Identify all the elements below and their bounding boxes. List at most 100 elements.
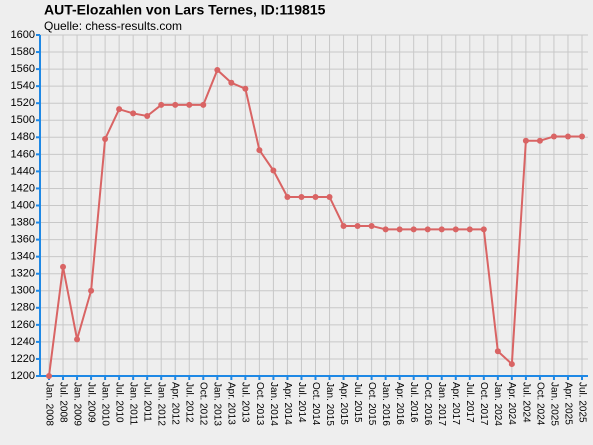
y-tick-label: 1340	[11, 251, 35, 263]
y-tick-label: 1220	[11, 353, 35, 365]
point	[116, 106, 123, 113]
point	[452, 226, 459, 233]
point	[508, 361, 515, 368]
point	[494, 348, 501, 355]
point	[88, 287, 95, 294]
y-tick-label: 1540	[11, 80, 35, 92]
x-tick-label: Jul. 2013	[240, 382, 251, 423]
point	[60, 263, 67, 270]
y-tick-label: 1480	[11, 131, 35, 143]
x-tick-label: Jan. 2012	[156, 382, 167, 426]
x-tick-label: Apr. 2015	[338, 382, 349, 425]
y-tick-label: 1500	[11, 114, 35, 126]
point	[382, 226, 389, 233]
point	[102, 136, 109, 143]
x-tick-label: Apr. 2013	[226, 382, 237, 425]
point	[368, 222, 375, 229]
point	[130, 110, 137, 117]
x-tick-label: Jul. 2008	[57, 382, 68, 423]
point	[466, 226, 473, 233]
point	[284, 193, 291, 200]
x-tick-label: Jul. 2014	[296, 382, 307, 423]
x-tick-label: Jul. 2025	[576, 382, 587, 423]
point	[200, 101, 207, 108]
point	[354, 222, 361, 229]
x-tick-label: Oct. 2015	[366, 382, 377, 426]
point	[46, 373, 52, 379]
point	[550, 133, 557, 140]
x-tick-label: Jul. 2016	[408, 382, 419, 423]
y-tick-label: 1440	[11, 165, 35, 177]
x-tick-label: Jul. 2011	[142, 382, 153, 422]
x-tick-label: Jul. 2017	[464, 382, 475, 423]
y-tick-label: 1380	[11, 216, 35, 228]
x-tick-label: Oct. 2024	[534, 382, 545, 426]
point	[480, 226, 487, 233]
x-tick-label: Jan. 2011	[128, 382, 139, 426]
point	[74, 336, 81, 343]
x-tick-label: Jul. 2024	[520, 382, 531, 423]
x-tick-label: Apr. 2017	[450, 382, 461, 425]
point	[256, 147, 263, 154]
x-tick-label: Jan. 2015	[324, 382, 335, 426]
x-tick-label: Oct. 2013	[254, 382, 265, 426]
point	[564, 133, 571, 140]
x-tick-label: Jul. 2015	[352, 382, 363, 423]
x-tick-label: Oct. 2017	[478, 382, 489, 426]
x-tick-label: Jul. 2010	[113, 382, 124, 423]
point	[228, 79, 235, 86]
y-tick-label: 1320	[11, 268, 35, 280]
point	[312, 193, 319, 200]
x-tick-label: Jul. 2009	[85, 382, 96, 423]
x-tick-label: Oct. 2012	[198, 382, 209, 426]
x-tick-label: Jan. 2024	[492, 382, 503, 426]
y-tick-label: 1300	[11, 285, 35, 297]
x-tick-label: Apr. 2012	[170, 382, 181, 425]
y-tick-label: 1360	[11, 234, 35, 246]
y-tick-label: 1520	[11, 97, 35, 109]
x-tick-label: Apr. 2016	[394, 382, 405, 425]
x-tick-label: Jan. 2013	[212, 382, 223, 426]
y-tick-label: 1200	[11, 370, 35, 382]
chart-subtitle: Quelle: chess-results.com	[44, 19, 182, 33]
point	[410, 226, 417, 233]
point	[579, 133, 585, 140]
point	[298, 193, 305, 200]
y-tick-label: 1460	[11, 148, 35, 160]
x-tick-label: Apr. 2025	[562, 382, 573, 425]
point	[340, 222, 347, 229]
x-tick-label: Jan. 2025	[548, 382, 559, 426]
x-tick-label: Jul. 2012	[184, 382, 195, 423]
x-tick-label: Jan. 2010	[99, 382, 110, 426]
point	[214, 66, 221, 73]
x-tick-label: Oct. 2014	[310, 382, 321, 426]
y-tick-label: 1580	[11, 46, 35, 58]
x-tick-label: Apr. 2024	[506, 382, 517, 425]
point	[396, 226, 403, 233]
y-tick-label: 1400	[11, 199, 35, 211]
y-tick-label: 1280	[11, 302, 35, 314]
x-tick-label: Jan. 2017	[436, 382, 447, 426]
x-tick-label: Jan. 2008	[43, 382, 54, 426]
point	[522, 137, 529, 144]
x-tick-label: Jan. 2014	[268, 382, 279, 426]
point	[424, 226, 431, 233]
point	[242, 85, 249, 92]
x-tick-label: Apr. 2014	[282, 382, 293, 425]
y-tick-label: 1240	[11, 336, 35, 348]
x-tick-label: Jan. 2009	[71, 382, 82, 426]
y-tick-label: 1600	[11, 29, 35, 41]
point	[536, 137, 543, 144]
point	[172, 101, 179, 108]
y-tick-label: 1560	[11, 63, 35, 75]
point	[144, 112, 151, 119]
x-tick-label: Jan. 2016	[380, 382, 391, 426]
point	[438, 226, 445, 233]
y-tick-label: 1260	[11, 319, 35, 331]
point	[186, 101, 193, 108]
point	[270, 167, 277, 174]
chart-title: AUT-Elozahlen von Lars Ternes, ID:119815	[44, 2, 326, 18]
point	[158, 101, 165, 108]
x-tick-label: Oct. 2016	[422, 382, 433, 426]
